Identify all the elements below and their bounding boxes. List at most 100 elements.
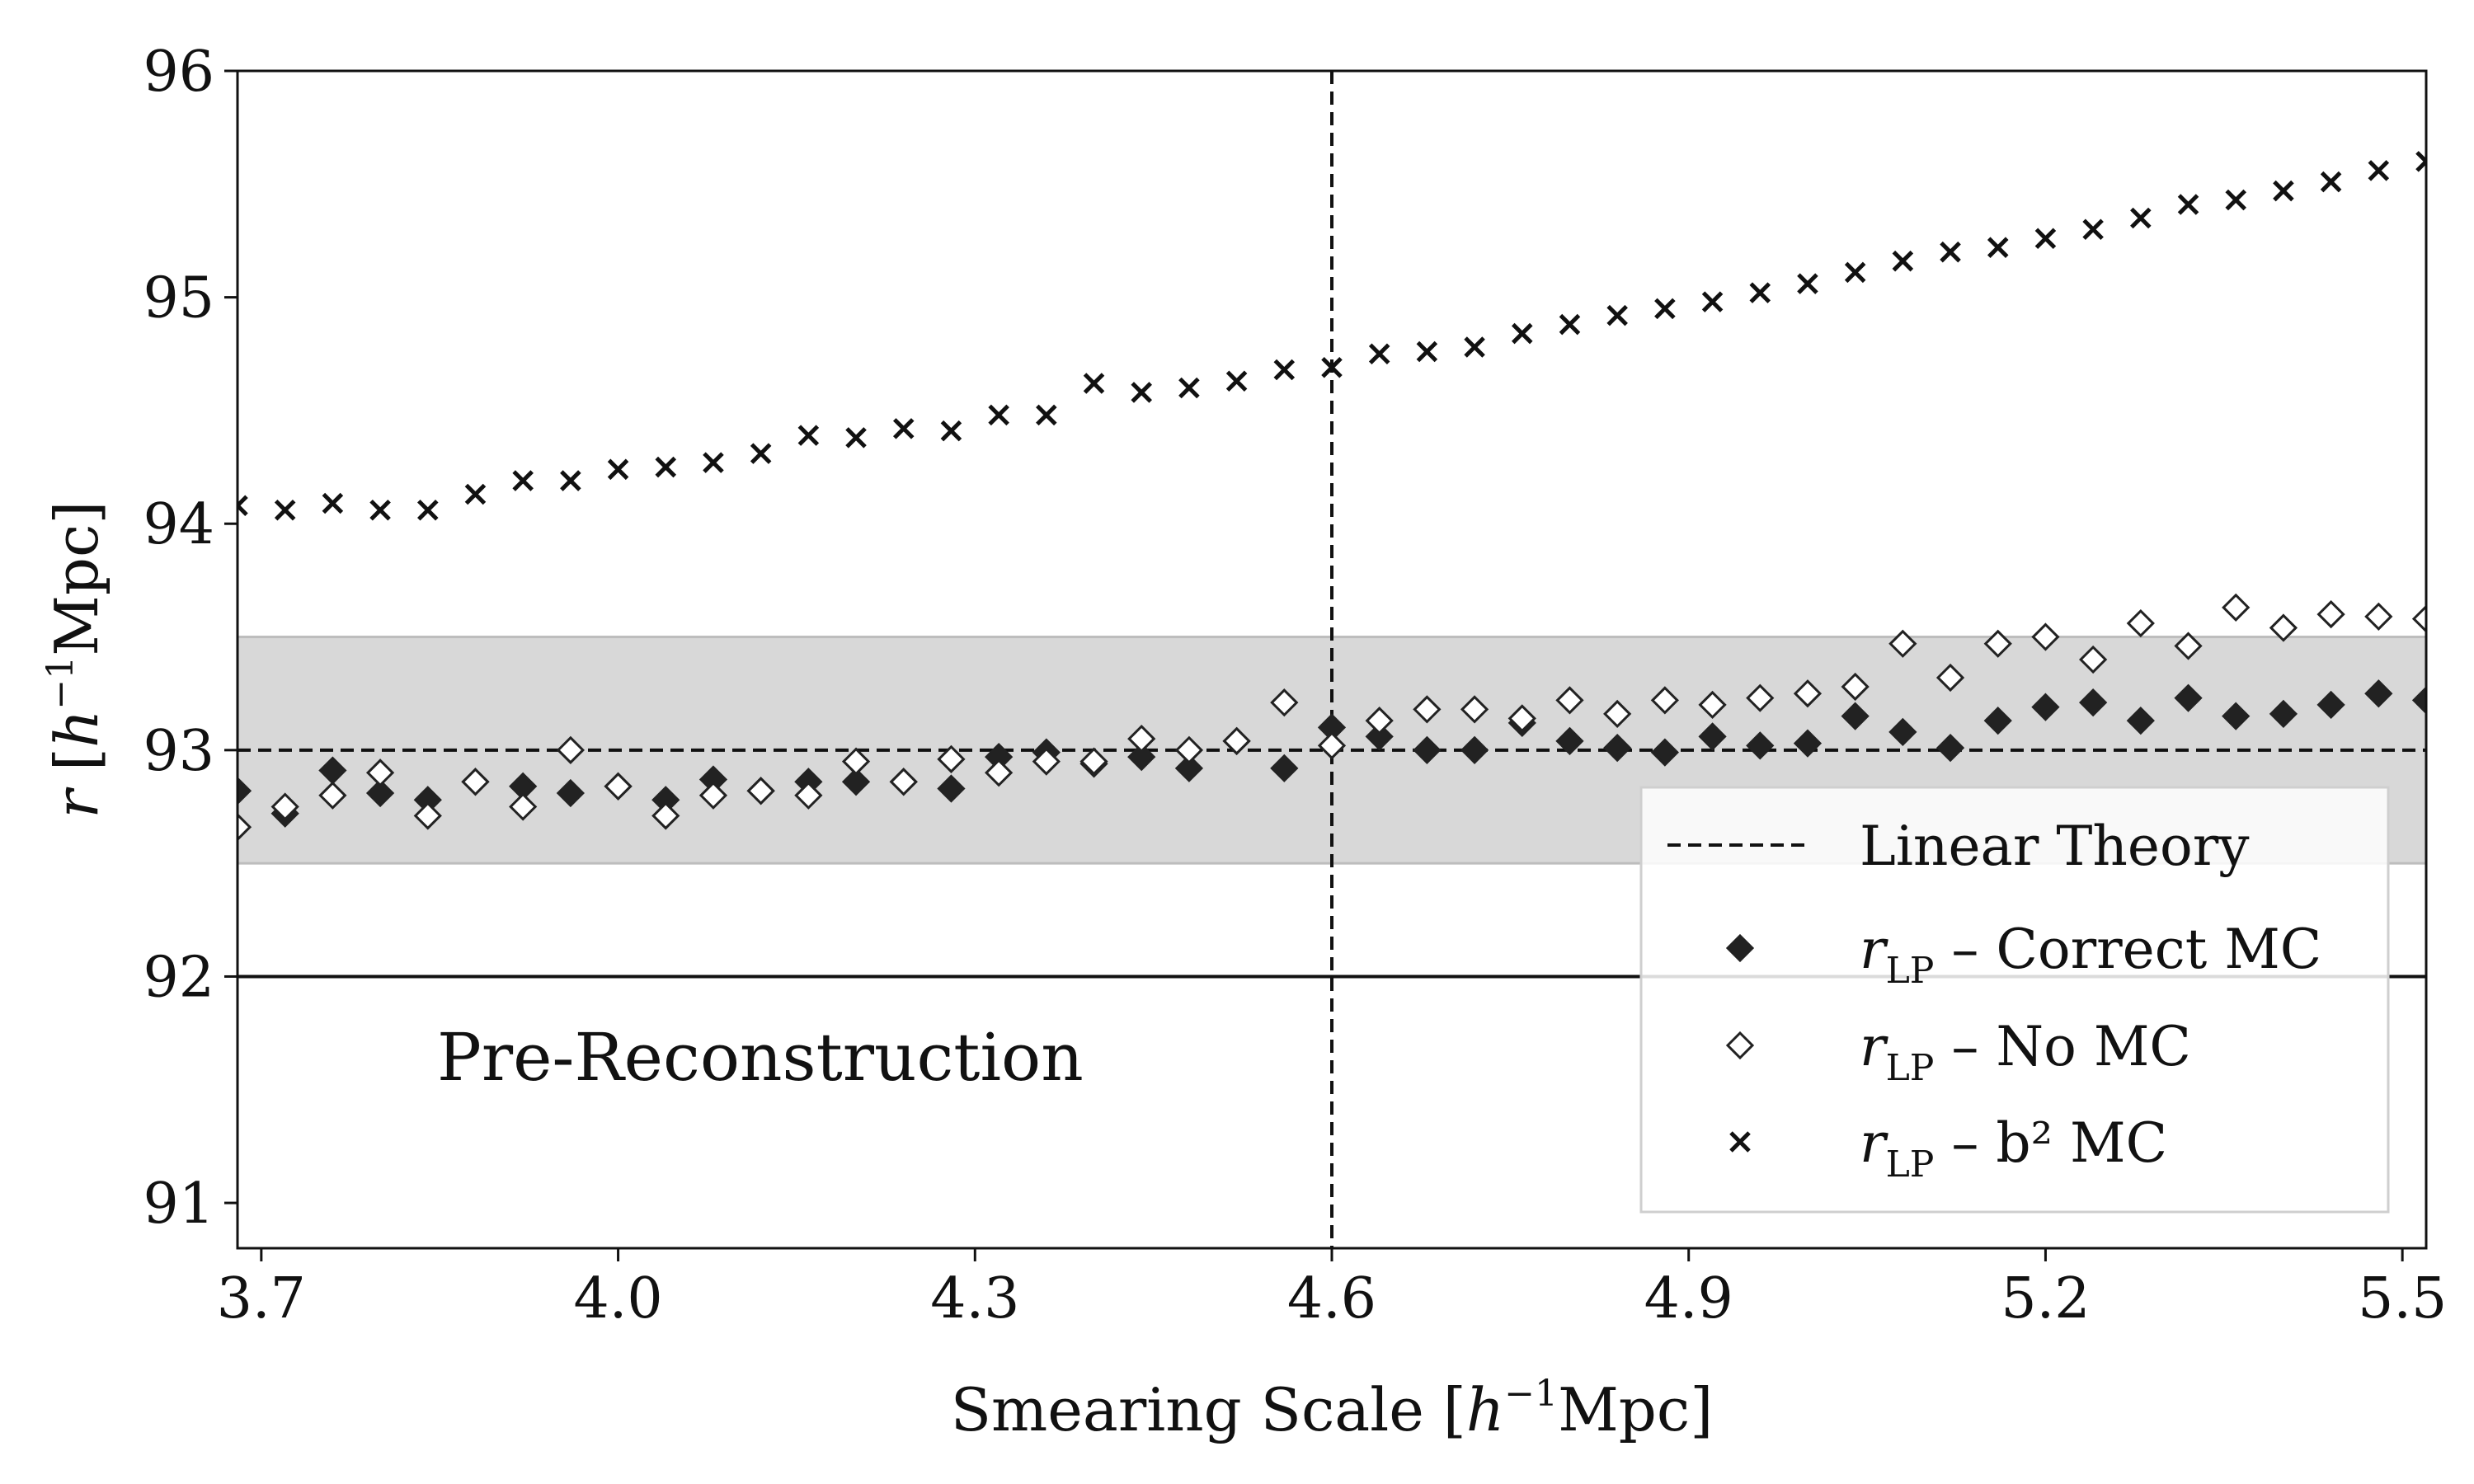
no-mc-point [2222, 593, 2251, 622]
b2-mc-point [2082, 218, 2104, 240]
no-mc-point [1032, 747, 1061, 776]
legend-entry-correct: rLP – Correct MC [1725, 918, 2321, 992]
correct-mc-point [1460, 735, 1489, 764]
no-mc-point [2079, 645, 2108, 674]
correct-mc-point [937, 774, 966, 803]
no-mc-point [698, 781, 728, 810]
correct-mc-point [1555, 726, 1584, 755]
no-mc-point [413, 801, 442, 830]
b2-mc-point [655, 456, 677, 478]
b2-mc-point [1273, 359, 1296, 381]
b2-mc-point [1797, 273, 1818, 294]
no-mc-point [1698, 690, 1727, 720]
b2-mc-point [892, 418, 915, 439]
no-mc-point [985, 758, 1014, 787]
correct-mc-point [1746, 731, 1775, 760]
correct-mc-point [2079, 688, 2108, 717]
x-axis-label-text: Smearing Scale [ [951, 1375, 1466, 1444]
no-mc-point [556, 735, 585, 764]
legend-entry-linear: Linear Theory [1667, 815, 2250, 878]
no-mc-point [604, 772, 633, 801]
b2-mc-point [2225, 189, 2246, 211]
legend-symbol: r [1860, 1111, 1888, 1175]
b2-mc-point [464, 483, 487, 505]
b2-mc-point [940, 420, 962, 442]
b2-mc-point [1987, 237, 2009, 258]
no-mc-point [1270, 688, 1299, 717]
legend-description: – No MC [1934, 1015, 2191, 1078]
x-axis-label-unit: Mpc] [1558, 1375, 1713, 1444]
points-layer [238, 151, 2426, 842]
b2-mc-point [512, 470, 534, 491]
no-mc-point [461, 768, 490, 796]
b2-mc-point [369, 499, 391, 521]
correct-mc-point [556, 778, 585, 808]
legend-label: rLP – b² MC [1860, 1111, 2167, 1186]
b2-mc-point [274, 499, 296, 521]
no-mc-point [1460, 695, 1489, 724]
legend-symbol: r [1860, 918, 1888, 981]
b2-mc-point [322, 492, 344, 514]
no-mc-point [1079, 747, 1108, 776]
no-mc-point [841, 747, 871, 776]
correct-mc-point [1413, 735, 1442, 764]
b2-mc-point [1892, 250, 1914, 272]
x-tick-label: 5.5 [2358, 1266, 2447, 1331]
b2-mc-point [1512, 322, 1533, 345]
y-tick-label: 94 [143, 492, 214, 557]
legend-description: – Correct MC [1934, 918, 2321, 981]
x-axis-label-exp: −1 [1504, 1373, 1558, 1415]
b2-mc-point [1701, 291, 1724, 312]
correct-mc-point [1935, 733, 1965, 763]
y-axis-label-r: r [42, 787, 111, 818]
correct-mc-point [1365, 722, 1394, 751]
b2-mc-point [1321, 356, 1343, 378]
b2-mc-point [1940, 241, 1961, 263]
legend-cross-icon [1729, 1131, 1751, 1153]
no-mc-point [1841, 672, 1870, 702]
correct-mc-point [2174, 683, 2203, 712]
b2-mc-point [845, 427, 867, 448]
no-mc-point [1935, 663, 1965, 693]
b2-mc-point [1083, 373, 1105, 394]
legend-label: rLP – No MC [1860, 1015, 2191, 1089]
legend-symbol: r [1860, 1015, 1888, 1078]
no-mc-point [2269, 613, 2298, 642]
correct-mc-point [1127, 742, 1156, 772]
no-mc-point [1555, 686, 1584, 715]
b2-mc-point [607, 458, 629, 481]
b2-mc-point [2368, 160, 2390, 181]
legend-box [1639, 786, 2390, 1214]
correct-mc-point [2269, 699, 2298, 729]
b2-mc-point [417, 499, 439, 521]
y-tick-label: 91 [143, 1172, 214, 1237]
legend-entry-nomc: rLP – No MC [1725, 1015, 2191, 1089]
correct-mc-point [1793, 729, 1823, 758]
b2-mc-point [750, 443, 772, 464]
correct-mc-point [1983, 707, 2012, 735]
no-mc-point [1317, 731, 1347, 760]
no-mc-point [270, 792, 299, 821]
no-mc-point [509, 792, 538, 821]
b2-mc-point [2130, 207, 2152, 229]
correct-mc-point [1841, 702, 1870, 730]
no-mc-point [2031, 622, 2060, 651]
y-tick-label: 92 [143, 945, 214, 1010]
no-mc-point [651, 801, 680, 830]
legend-filled-diamond-icon [1725, 933, 1755, 963]
x-tick-label: 3.7 [217, 1266, 306, 1331]
no-mc-point [2411, 604, 2426, 633]
no-mc-point [1507, 704, 1536, 733]
no-mc-point [746, 777, 775, 805]
b2-mc-point [988, 404, 1009, 426]
correct-mc-point [1650, 738, 1679, 767]
b2-mc-point [238, 495, 248, 517]
no-mc-point [1983, 629, 2012, 658]
no-mc-point [1746, 683, 1775, 712]
series-1 [238, 593, 2426, 842]
correct-mc-point [2031, 693, 2060, 721]
no-mc-point [365, 758, 395, 787]
legend-subscript: LP [1886, 950, 1935, 992]
no-mc-point [2316, 599, 2345, 629]
